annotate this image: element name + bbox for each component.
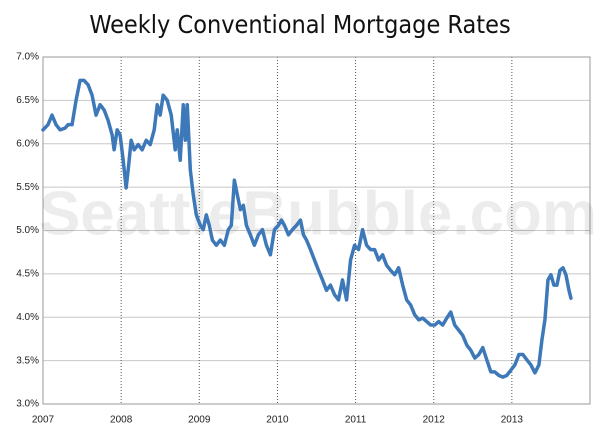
x-tick-label: 2007: [32, 415, 55, 426]
plot-frame: [42, 56, 591, 405]
y-tick-label: 4.0%: [16, 312, 39, 323]
x-tick-label: 2009: [188, 415, 211, 426]
x-tick-label: 2011: [345, 415, 367, 426]
x-tick-label: 2010: [266, 415, 289, 426]
y-tick-label: 5.0%: [16, 225, 39, 236]
x-tick-label: 2008: [110, 415, 133, 426]
y-tick-label: 7.0%: [16, 52, 39, 63]
y-tick-label: 3.5%: [16, 355, 39, 366]
x-tick-label: 2012: [423, 415, 446, 426]
y-tick-label: 6.5%: [16, 95, 39, 106]
chart-title: Weekly Conventional Mortgage Rates: [89, 10, 510, 39]
x-tick-label: 2013: [501, 415, 524, 426]
y-tick-label: 5.5%: [16, 182, 39, 193]
watermark: SeattleBubble.com: [39, 179, 597, 248]
grid: [42, 56, 591, 405]
line-series: [41, 78, 573, 379]
y-tick-label: 4.5%: [16, 269, 39, 280]
y-tick-label: 3.0%: [16, 399, 39, 410]
y-tick-label: 6.0%: [16, 138, 39, 149]
labels: 3.0% 3.5% 4.0% 4.5% 5.0% 5.5% 6.0% 6.5% 7.0% 2007…: [16, 52, 523, 426]
plot: [41, 78, 573, 379]
